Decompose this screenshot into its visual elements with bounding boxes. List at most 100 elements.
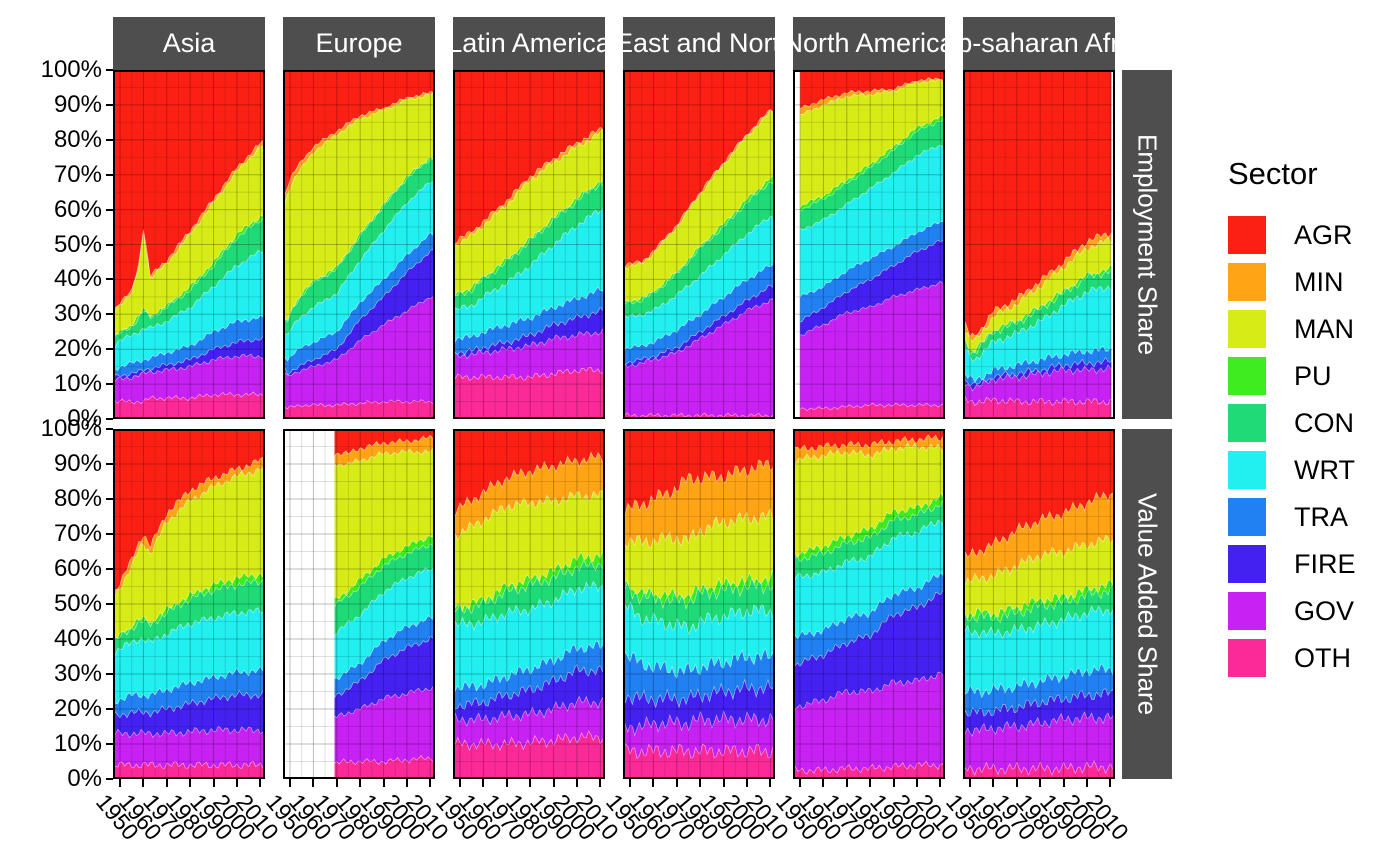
y-tick	[106, 278, 113, 281]
panel-asia-employment	[113, 70, 265, 419]
x-tick	[1015, 779, 1018, 787]
area-AGR	[334, 429, 435, 458]
y-tick-label: 50%	[53, 230, 102, 258]
area-PU	[453, 549, 605, 615]
x-tick	[189, 779, 192, 787]
legend-swatch-man	[1228, 310, 1266, 348]
y-tick-label: 20%	[53, 335, 102, 363]
y-tick	[106, 708, 113, 710]
facet-strip-label: Middle East and North Africa	[623, 28, 775, 58]
x-tick	[382, 779, 385, 787]
panel-border	[963, 429, 1115, 779]
y-tick	[106, 743, 113, 745]
x-tick	[845, 779, 848, 787]
y-tick-label: 30%	[53, 660, 102, 687]
y-tick	[106, 428, 113, 430]
legend-title: Sector	[1228, 156, 1318, 191]
legend-label: TRA	[1294, 501, 1348, 532]
area-CON	[334, 543, 435, 636]
legend-label: MAN	[1294, 313, 1354, 344]
y-tick-label: 20%	[53, 695, 102, 722]
area-MIN	[334, 434, 435, 468]
area-TRA	[334, 615, 435, 699]
x-tick	[1039, 779, 1042, 787]
x-tick	[142, 779, 145, 787]
x-tick	[629, 779, 631, 787]
x-tick	[165, 779, 168, 787]
area-OTH	[334, 754, 435, 779]
y-tick-label: 80%	[53, 485, 102, 512]
panel-middle-east-and-north-africa-value-added	[623, 429, 775, 779]
legend-item-gov: GOV	[1228, 592, 1356, 630]
legend-label: AGR	[1294, 219, 1353, 250]
x-tick	[575, 779, 578, 787]
panel-latin-america-value-added	[453, 429, 605, 779]
area-AGR	[453, 70, 605, 245]
y-tick-label: 0%	[67, 765, 102, 792]
legend-swatch-tra	[1228, 498, 1266, 536]
panel-border	[623, 70, 775, 419]
area-GOV	[334, 686, 435, 766]
panel-north-america-employment	[793, 70, 945, 419]
y-tick-label: 50%	[53, 590, 102, 617]
area-AGR	[963, 429, 1115, 558]
legend-item-pu: PU	[1228, 357, 1356, 395]
y-tick-label: 60%	[53, 555, 102, 582]
legend-label: WRT	[1294, 454, 1355, 485]
facet-strip-label: Employment Share	[1132, 133, 1163, 356]
panel-middle-east-and-north-africa-employment	[623, 70, 775, 419]
y-tick	[106, 383, 113, 386]
panel-border	[453, 429, 605, 779]
area-AGR	[283, 70, 435, 202]
legend-swatch-con	[1228, 404, 1266, 442]
x-tick	[722, 779, 725, 787]
y-tick	[106, 243, 113, 246]
area-AGR	[113, 429, 265, 597]
legend-swatch-oth	[1228, 639, 1266, 677]
legend-item-oth: OTH	[1228, 639, 1356, 677]
y-tick-label: 70%	[53, 520, 102, 547]
y-tick-label: 40%	[53, 625, 102, 652]
area-AGR	[963, 70, 1112, 337]
legend-label: FIRE	[1294, 548, 1356, 579]
x-tick	[312, 779, 315, 787]
x-tick	[235, 779, 238, 787]
panel-sub-saharan-africa-employment	[963, 70, 1115, 419]
y-tick	[106, 348, 113, 351]
x-tick	[992, 779, 995, 787]
area-AGR	[793, 429, 945, 454]
facet-strip-label: Value Added Share	[1132, 492, 1163, 716]
facet-strip-asia: Asia	[113, 17, 265, 70]
facet-strip-label: Latin America	[453, 28, 605, 58]
x-tick	[675, 779, 678, 787]
x-tick	[699, 779, 702, 787]
facet-strip-value-added-share: Value Added Share	[1122, 429, 1172, 779]
y-tick	[106, 103, 113, 106]
area-MIN	[113, 139, 265, 313]
panel-latin-america-employment	[453, 70, 605, 419]
legend-swatch-pu	[1228, 357, 1266, 395]
area-AGR	[799, 70, 945, 109]
legend-item-fire: FIRE	[1228, 545, 1356, 583]
panel-border	[113, 429, 265, 779]
x-tick	[119, 779, 121, 787]
legend-label: CON	[1294, 407, 1354, 438]
legend-item-wrt: WRT	[1228, 451, 1356, 489]
y-tick-label: 100%	[40, 56, 102, 83]
area-AGR	[623, 429, 775, 518]
x-tick	[505, 779, 508, 787]
facet-strip-latin-america: Latin America	[453, 17, 605, 70]
panel-europe-value-added	[283, 429, 435, 779]
facet-strip-label: North America	[793, 28, 945, 58]
area-AGR	[623, 70, 775, 268]
x-tick	[429, 779, 432, 787]
panel-border	[453, 70, 605, 419]
facet-strip-label: Asia	[162, 28, 216, 58]
x-tick	[652, 779, 655, 787]
y-tick	[106, 313, 113, 316]
legend-label: OTH	[1294, 642, 1351, 673]
legend: Sector AGR MIN MAN PU CON WRT TRA FIRE G…	[1228, 156, 1356, 686]
panel-border	[963, 70, 1115, 419]
y-tick	[106, 208, 113, 211]
y-tick	[106, 69, 113, 71]
